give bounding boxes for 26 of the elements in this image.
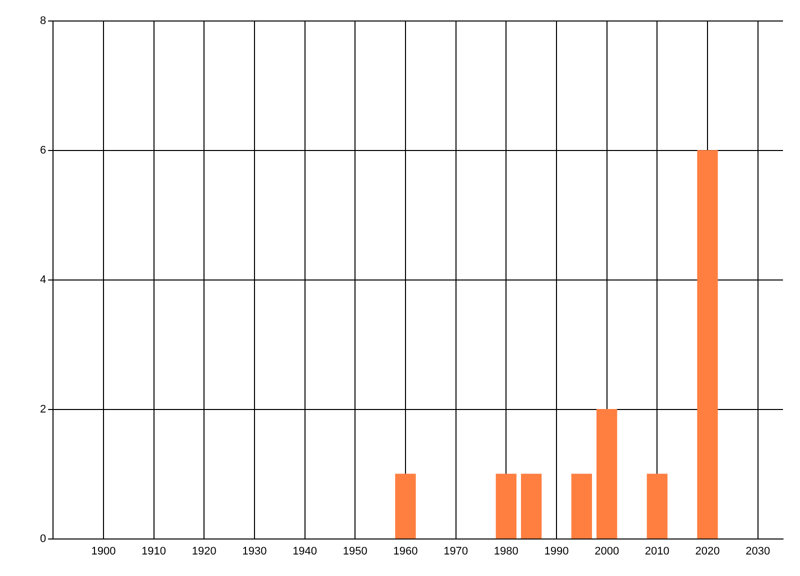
x-tick-label: 1960 [393,545,418,558]
y-tick-label: 4 [40,274,46,286]
x-tick-label: 2030 [746,545,770,558]
bar [571,474,592,539]
bar [395,474,416,539]
bar [496,474,516,539]
x-tick-label: 1920 [192,545,216,558]
y-tick-label: 0 [40,532,46,545]
x-tick-label: 1970 [444,545,468,558]
x-tick-label: 1900 [91,545,116,558]
x-tick-label: 1990 [544,545,569,558]
x-tick-label: 1930 [242,545,267,558]
bar [596,409,618,539]
x-tick-label: 1980 [494,545,518,558]
x-tick-label: 2020 [695,545,720,558]
y-tick-label: 6 [40,144,46,156]
x-tick-label: 1950 [342,545,368,558]
x-tick-label: 1940 [292,545,318,558]
bar [520,474,542,539]
y-tick-label: 8 [40,15,46,28]
y-tick-label: 2 [40,403,46,416]
x-tick-label: 2000 [594,545,620,558]
bar [646,474,668,539]
bar [697,150,718,539]
x-tick-label: 2010 [644,545,670,558]
x-tick-label: 1910 [142,545,166,558]
